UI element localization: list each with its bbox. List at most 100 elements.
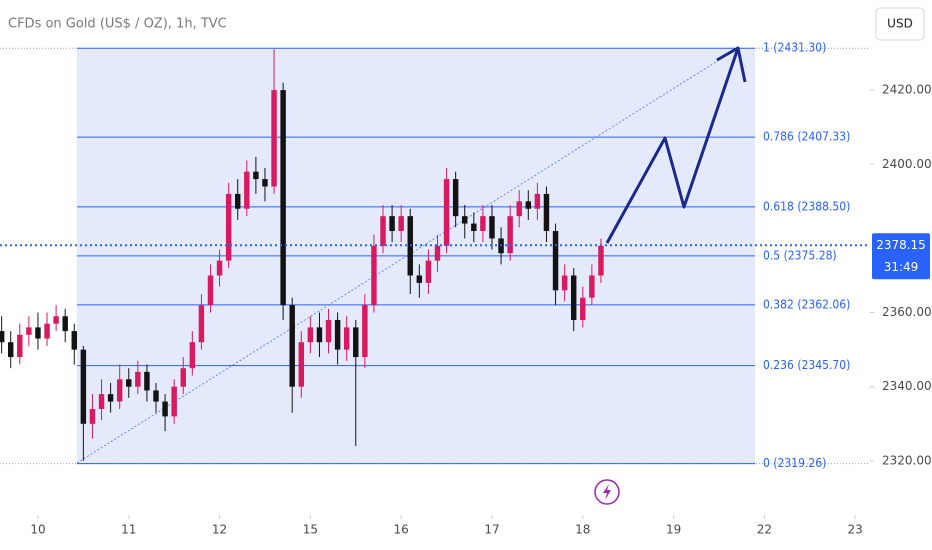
candle-body — [216, 260, 223, 276]
candle-body — [298, 342, 305, 387]
candle-body — [534, 193, 541, 209]
candle-body — [271, 90, 277, 187]
candle-body — [362, 305, 368, 358]
candle-body — [126, 379, 132, 387]
candle-body — [552, 230, 559, 291]
y-tick-label: 2360.00 — [882, 305, 932, 319]
candle-body — [489, 216, 495, 239]
candle-body — [89, 408, 96, 424]
x-tick-label: 22 — [757, 523, 772, 537]
projection-arrow — [605, 47, 740, 244]
candle-body — [380, 216, 386, 246]
candle-body — [62, 316, 68, 332]
candle-body — [280, 90, 286, 306]
candle-body — [570, 275, 577, 320]
candle-body — [434, 245, 441, 261]
x-tick-label: 16 — [394, 523, 409, 537]
candle-body — [53, 316, 59, 324]
candle-body — [398, 216, 404, 231]
y-tick-label: 2400.00 — [882, 157, 932, 171]
candle-body — [343, 327, 350, 350]
candle-body — [516, 201, 522, 217]
candle-body — [26, 327, 32, 335]
candle-body — [35, 327, 41, 339]
candle-body — [17, 334, 23, 358]
candle-body — [334, 319, 341, 350]
candle-body — [198, 305, 205, 343]
candle-body — [107, 394, 114, 402]
candle-body — [244, 171, 250, 209]
x-tick-label: 11 — [121, 523, 136, 537]
x-tick-label: 18 — [575, 523, 590, 537]
candle-body — [307, 327, 314, 343]
x-tick-label: 10 — [30, 523, 45, 537]
candle-body — [416, 275, 423, 283]
candle-body — [525, 201, 532, 209]
candle-body — [325, 319, 332, 343]
candle-body — [162, 401, 168, 417]
candle-body — [353, 327, 359, 358]
candle-body — [253, 171, 259, 180]
front-layer: 1 (2431.30) 0.786 (2407.33) 0.618 (2388.50… — [0, 41, 932, 537]
candle-body — [225, 193, 232, 261]
fib-label: 0 (2319.26) — [763, 456, 826, 470]
candle-body — [171, 386, 177, 417]
x-tick-label: 15 — [303, 523, 318, 537]
currency-label[interactable]: USD — [887, 17, 913, 31]
fib-label: 0.786 (2407.33) — [763, 130, 850, 144]
candle-body — [116, 379, 123, 402]
fib-label: 0.618 (2388.50) — [763, 199, 850, 213]
y-tick-label: 2340.00 — [882, 379, 932, 393]
arrow-head — [716, 46, 747, 83]
candle-body — [98, 394, 105, 409]
event-icon[interactable] — [594, 479, 620, 505]
candle-body — [71, 331, 78, 350]
fib-label: 0.236 (2345.70) — [763, 358, 850, 372]
candle-body — [389, 216, 395, 231]
candle-body — [462, 216, 468, 224]
candle-body — [598, 245, 604, 276]
candle-body — [189, 342, 196, 369]
candle-body — [144, 371, 150, 391]
fib-label: 1 (2431.30) — [763, 41, 826, 55]
candle-body — [207, 275, 214, 306]
candle-body — [471, 223, 477, 231]
x-tick-label: 19 — [666, 523, 681, 537]
candle-body — [44, 323, 50, 339]
candle-body — [316, 327, 323, 343]
candle-body — [371, 245, 377, 306]
candle-body — [507, 216, 513, 254]
price-tag — [872, 233, 930, 280]
x-tick-label: 12 — [212, 523, 227, 537]
y-tick-label: 2420.00 — [882, 83, 932, 97]
candle-body — [153, 390, 159, 402]
candle-body — [289, 305, 295, 387]
fib-label: 0.382 (2362.06) — [763, 297, 850, 311]
fib-label: 0.5 (2375.28) — [763, 248, 837, 262]
candle-body — [543, 193, 550, 231]
candle-body — [7, 342, 14, 358]
candle-body — [480, 216, 486, 231]
y-tick-label: 2320.00 — [882, 453, 932, 467]
candle-body — [443, 179, 450, 246]
chart-title: CFDs on Gold (US$ / OZ), 1h, TVC — [8, 17, 227, 32]
candle-body — [425, 260, 432, 283]
candle-body — [262, 179, 268, 187]
candle-body — [135, 371, 141, 387]
x-tick-label: 23 — [848, 523, 863, 537]
candle-body — [180, 368, 186, 387]
candle-body — [452, 179, 459, 217]
candle-body — [589, 275, 595, 298]
candle-body — [0, 331, 5, 343]
candle-body — [80, 349, 87, 424]
x-tick-label: 17 — [484, 523, 499, 537]
price-tag-countdown: 31:49 — [884, 260, 919, 274]
candle-body — [235, 193, 241, 209]
currency-button[interactable] — [875, 7, 925, 41]
background-layer — [0, 47, 870, 465]
candle-body — [561, 275, 568, 291]
candle-body — [580, 297, 586, 320]
lightning[interactable] — [603, 484, 611, 500]
